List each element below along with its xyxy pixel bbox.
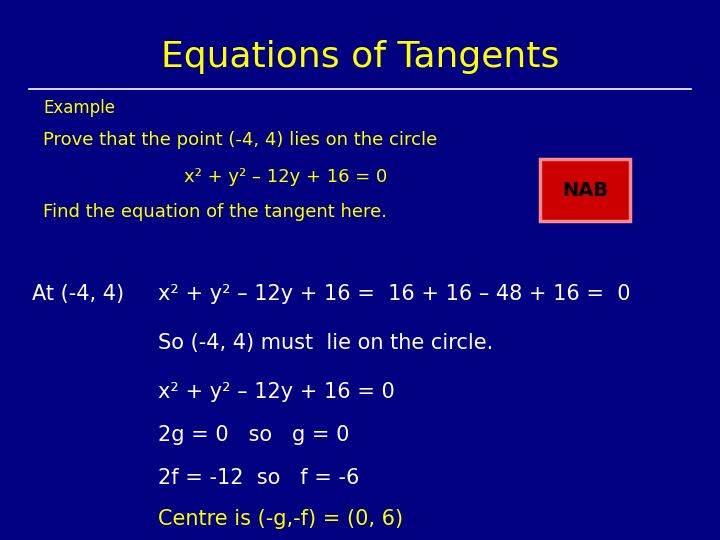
Text: NAB: NAB	[562, 181, 608, 200]
Text: Example: Example	[43, 99, 115, 117]
Text: Equations of Tangents: Equations of Tangents	[161, 40, 559, 73]
Text: Prove that the point (-4, 4) lies on the circle: Prove that the point (-4, 4) lies on the…	[43, 131, 438, 150]
FancyBboxPatch shape	[540, 159, 630, 221]
Text: 2g = 0   so   g = 0: 2g = 0 so g = 0	[158, 424, 350, 445]
Text: At (-4, 4): At (-4, 4)	[32, 284, 125, 305]
Text: Find the equation of the tangent here.: Find the equation of the tangent here.	[43, 202, 387, 221]
Text: x² + y² – 12y + 16 = 0: x² + y² – 12y + 16 = 0	[184, 168, 387, 186]
Text: Centre is (-g,-f) = (0, 6): Centre is (-g,-f) = (0, 6)	[158, 509, 403, 530]
Text: So (-4, 4) must  lie on the circle.: So (-4, 4) must lie on the circle.	[158, 333, 494, 353]
Text: x² + y² – 12y + 16 =  16 + 16 – 48 + 16 =  0: x² + y² – 12y + 16 = 16 + 16 – 48 + 16 =…	[158, 284, 631, 305]
Text: 2f = -12  so   f = -6: 2f = -12 so f = -6	[158, 468, 360, 488]
Text: x² + y² – 12y + 16 = 0: x² + y² – 12y + 16 = 0	[158, 381, 395, 402]
